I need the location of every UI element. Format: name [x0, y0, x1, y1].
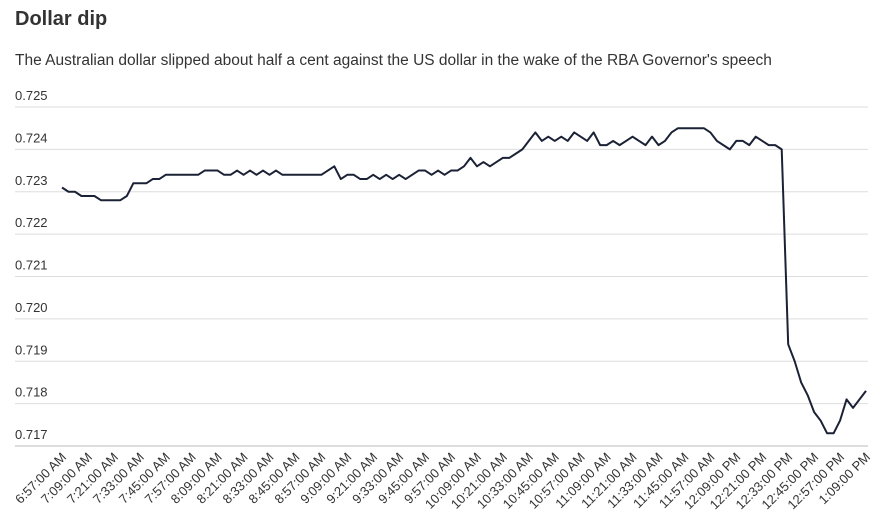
y-tick-label: 0.718: [15, 385, 48, 400]
y-tick-label: 0.723: [15, 173, 48, 188]
y-tick-label: 0.720: [15, 300, 48, 315]
y-tick-label: 0.717: [15, 427, 48, 442]
y-tick-label: 0.724: [15, 130, 48, 145]
line: [61, 127, 867, 435]
y-tick-label: 0.721: [15, 258, 48, 273]
y-tick-label: 0.719: [15, 342, 48, 357]
y-tick-label: 0.725: [15, 88, 48, 103]
chart-subtitle: The Australian dollar slipped about half…: [15, 52, 772, 69]
chart-title: Dollar dip: [15, 8, 107, 30]
y-tick-label: 0.722: [15, 215, 48, 230]
